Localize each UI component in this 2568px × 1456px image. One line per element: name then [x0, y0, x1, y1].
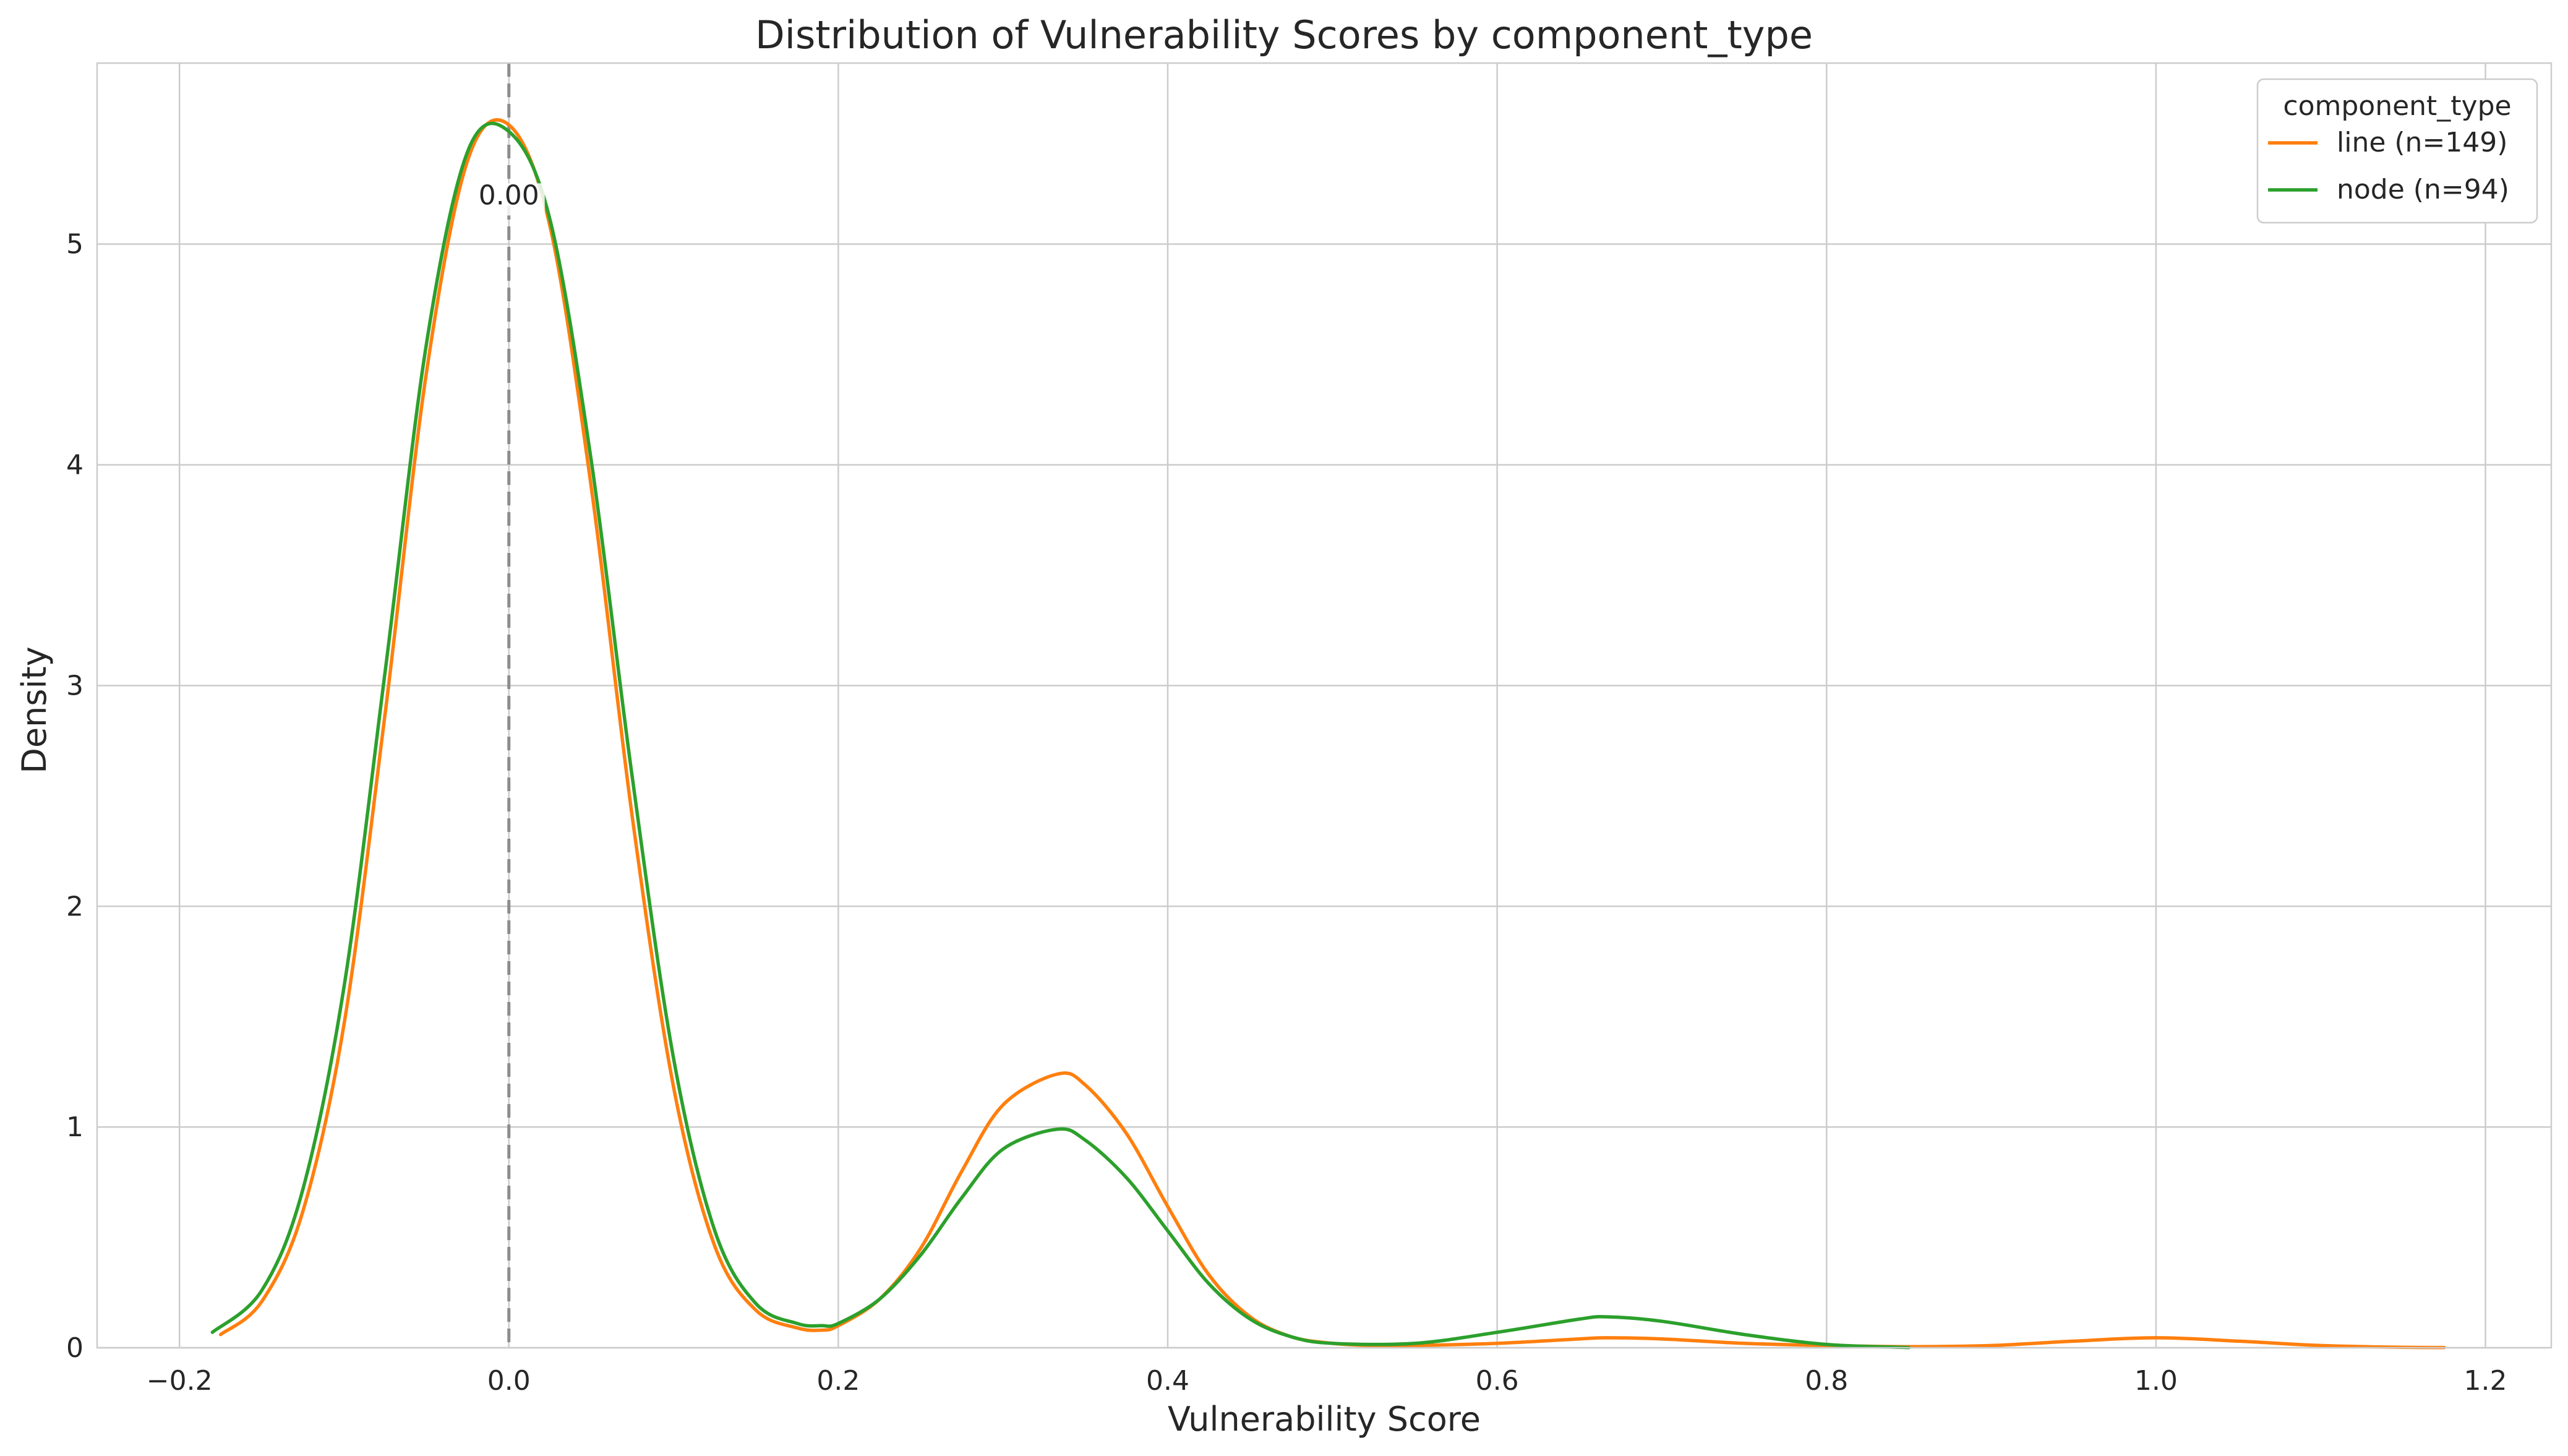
plot-frame: [96, 62, 2553, 1349]
y-tick-label: 5: [66, 229, 83, 260]
chart-title: Distribution of Vulnerability Scores by …: [755, 12, 1813, 58]
y-tick-label: 3: [66, 670, 83, 701]
series-line-node: [210, 121, 1911, 1350]
x-tick-label: 0.2: [816, 1365, 860, 1397]
peak-annotation: 0.00: [479, 179, 539, 211]
x-axis-label: Vulnerability Score: [1168, 1400, 1481, 1439]
x-tick-label: 0.6: [1476, 1365, 1519, 1397]
x-tick-label: 0.0: [487, 1365, 531, 1397]
legend-title: component_type: [2283, 90, 2511, 122]
legend[interactable]: component_type line (n=149) node (n=94): [2256, 78, 2538, 224]
y-tick-label: 0: [66, 1332, 83, 1364]
annotation-background: [473, 183, 545, 216]
x-tick-label: 0.4: [1146, 1365, 1189, 1397]
grid-layer: [97, 63, 2551, 1349]
legend-label: node (n=94): [2337, 174, 2509, 205]
series-layer: [210, 118, 2446, 1350]
x-tick-label: 0.8: [1805, 1365, 1848, 1397]
legend-items: line (n=149) node (n=94): [2268, 127, 2509, 205]
x-tick-label: 1.2: [2463, 1365, 2507, 1397]
series-line-line: [218, 118, 2446, 1350]
ticks-layer: −0.2 0.0 0.2 0.4 0.6 0.8 1.0 1.2 0 1 2 3 4 5: [66, 229, 2507, 1397]
y-tick-label: 2: [66, 891, 83, 922]
annotation-layer: 0.00: [473, 179, 545, 216]
x-tick-label: 1.0: [2134, 1365, 2178, 1397]
y-tick-label: 4: [66, 450, 83, 481]
axes-layer: [96, 62, 2553, 1349]
legend-box: [2256, 78, 2538, 224]
x-tick-label: −0.2: [147, 1365, 213, 1397]
y-tick-label: 1: [66, 1111, 83, 1143]
legend-label: line (n=149): [2337, 127, 2507, 158]
y-axis-label: Density: [15, 646, 54, 773]
